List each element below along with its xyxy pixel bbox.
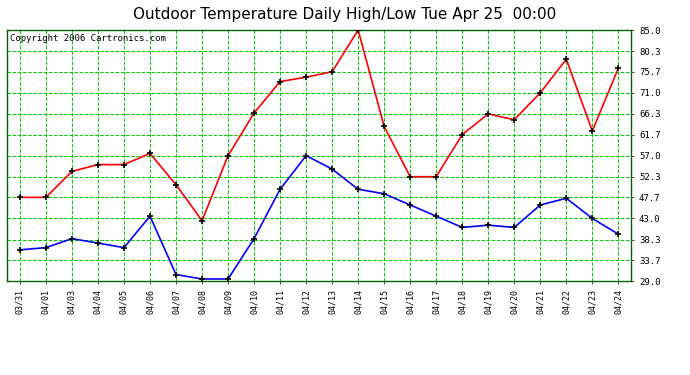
Text: Copyright 2006 Cartronics.com: Copyright 2006 Cartronics.com	[10, 34, 166, 43]
Text: Outdoor Temperature Daily High/Low Tue Apr 25  00:00: Outdoor Temperature Daily High/Low Tue A…	[133, 8, 557, 22]
